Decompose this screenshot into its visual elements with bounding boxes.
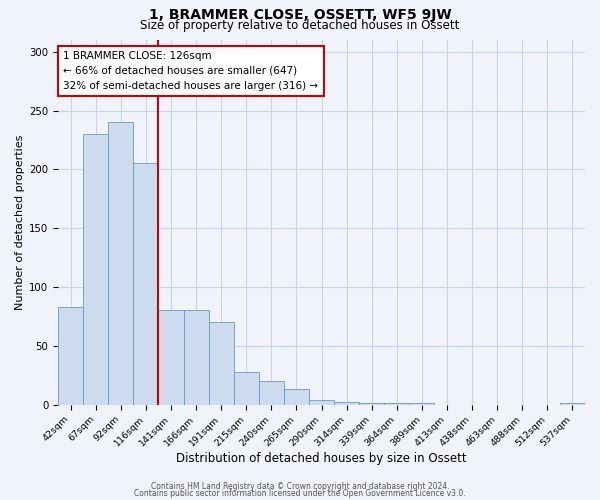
Text: Size of property relative to detached houses in Ossett: Size of property relative to detached ho… [140,19,460,32]
Bar [309,400,334,404]
Text: Contains HM Land Registry data © Crown copyright and database right 2024.: Contains HM Land Registry data © Crown c… [151,482,449,491]
Bar [83,134,109,404]
Text: 1, BRAMMER CLOSE, OSSETT, WF5 9JW: 1, BRAMMER CLOSE, OSSETT, WF5 9JW [149,8,451,22]
Bar [58,307,83,404]
Bar [284,389,309,404]
Bar [209,322,234,404]
Bar [133,164,158,404]
Text: Contains public sector information licensed under the Open Government Licence v3: Contains public sector information licen… [134,489,466,498]
Bar [334,402,359,404]
Bar [184,310,209,404]
X-axis label: Distribution of detached houses by size in Ossett: Distribution of detached houses by size … [176,452,467,465]
Bar [234,372,259,404]
Text: 1 BRAMMER CLOSE: 126sqm
← 66% of detached houses are smaller (647)
32% of semi-d: 1 BRAMMER CLOSE: 126sqm ← 66% of detache… [64,51,319,90]
Bar [109,122,133,404]
Bar [259,381,284,404]
Y-axis label: Number of detached properties: Number of detached properties [15,134,25,310]
Bar [158,310,184,404]
